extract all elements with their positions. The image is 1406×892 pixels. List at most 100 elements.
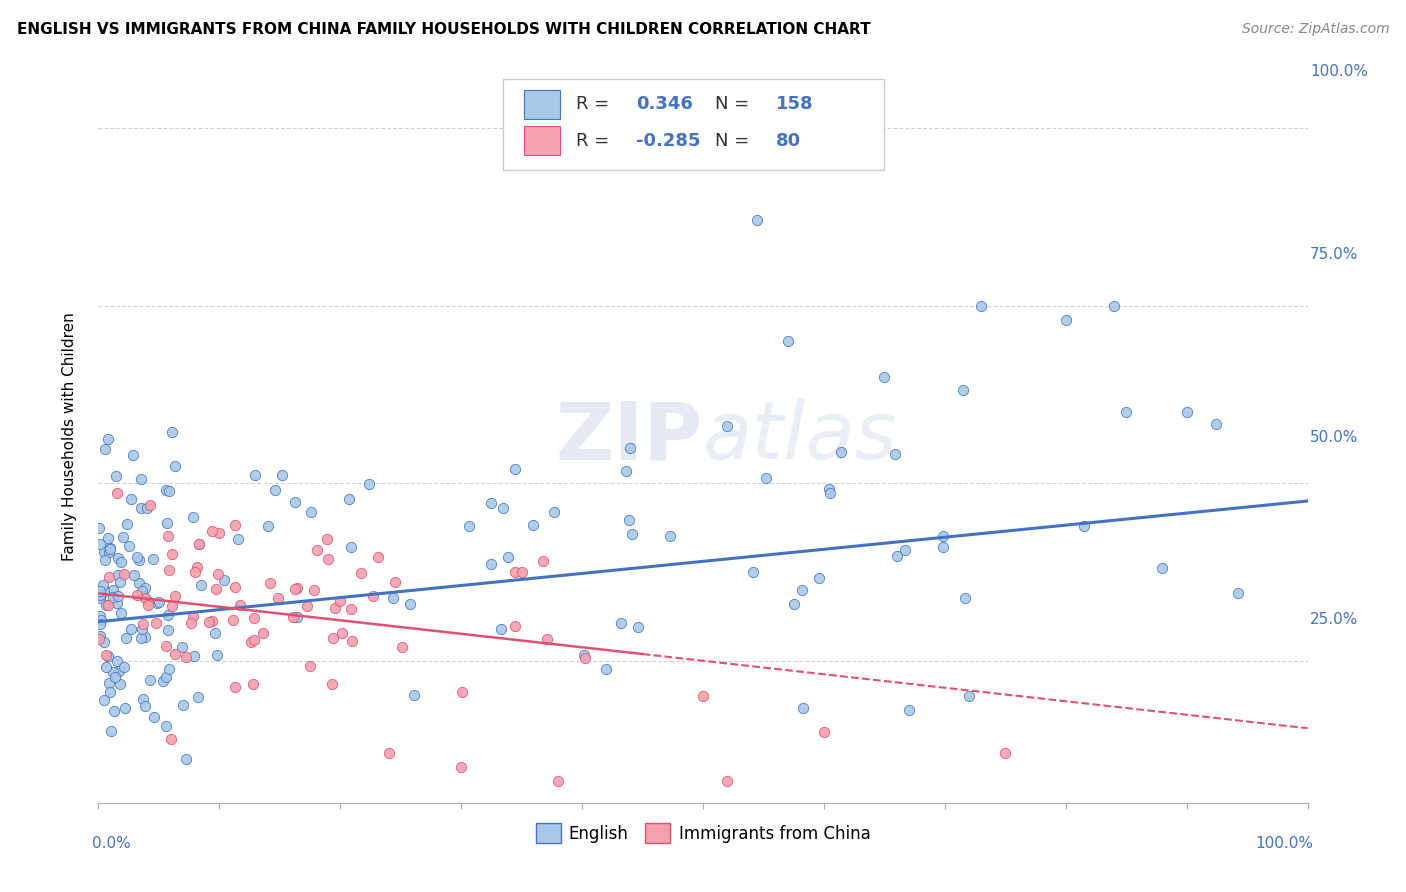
Point [136,594,159,608]
Point [229,598,252,612]
Point [93,442,115,456]
Text: 0.0%: 0.0% [93,836,131,851]
Point [110,556,132,570]
Point [97,599,120,613]
Point [307,543,329,558]
Point [284,495,307,509]
Point [90,614,112,628]
Point [157,484,180,499]
Point [93,545,115,559]
Point [103,583,125,598]
Point [187,690,209,705]
Point [510,565,533,579]
Point [132,616,155,631]
Point [107,567,129,582]
Point [156,608,179,623]
Point [281,609,304,624]
Point [505,619,527,633]
Point [489,622,512,636]
Point [134,591,156,605]
Point [222,613,245,627]
Point [160,547,183,561]
Point [107,664,129,678]
Point [181,510,204,524]
Point [89,587,111,601]
Point [97,649,120,664]
Point [263,483,285,498]
Y-axis label: Family Households with Children: Family Households with Children [62,313,77,561]
Point [120,622,142,636]
Point [659,529,682,543]
Point [93,583,115,598]
Point [614,464,637,478]
FancyBboxPatch shape [524,126,561,155]
Point [330,626,353,640]
Point [361,589,384,603]
Point [931,529,953,543]
Point [1102,299,1125,313]
Point [339,491,361,506]
Point [1115,405,1137,419]
Point [627,620,650,634]
Point [134,581,156,595]
Point [93,635,115,649]
Text: 100.0%: 100.0% [1310,64,1368,78]
Point [1226,586,1249,600]
Point [543,505,565,519]
Point [783,598,806,612]
Point [148,595,170,609]
Point [994,746,1017,760]
Point [377,746,399,760]
Point [198,615,221,629]
Point [129,631,152,645]
Point [391,640,413,655]
Point [208,525,231,540]
Text: atlas: atlas [703,398,898,476]
Point [170,640,193,654]
Point [747,213,769,227]
Point [145,615,167,630]
Point [89,591,111,605]
Point [329,593,352,607]
Point [103,704,125,718]
Point [224,581,246,595]
Point [120,492,142,507]
Point [97,570,120,584]
Point [129,500,152,515]
Text: 75.0%: 75.0% [1310,247,1358,261]
Point [103,665,125,679]
Text: -0.285: -0.285 [637,132,702,150]
Point [716,774,738,789]
FancyBboxPatch shape [503,78,884,170]
Point [97,432,120,446]
Point [886,549,908,563]
Point [893,542,915,557]
Point [97,545,120,559]
Point [359,477,381,491]
Point [340,633,363,648]
Point [340,601,363,615]
Point [808,571,831,585]
Point [94,598,117,612]
Point [134,699,156,714]
Point [536,632,558,646]
Point [110,677,132,691]
Point [285,581,308,595]
Point [155,669,177,683]
Point [114,631,136,645]
Point [755,471,778,485]
Point [100,724,122,739]
Point [129,472,152,486]
Point [207,567,229,582]
Point [200,524,222,538]
Point [284,582,307,597]
Point [205,648,228,662]
Point [503,462,526,476]
Point [299,505,322,519]
Point [186,560,208,574]
Text: 80: 80 [776,132,800,150]
Point [384,575,406,590]
Point [138,498,160,512]
Point [970,299,993,313]
Point [142,552,165,566]
